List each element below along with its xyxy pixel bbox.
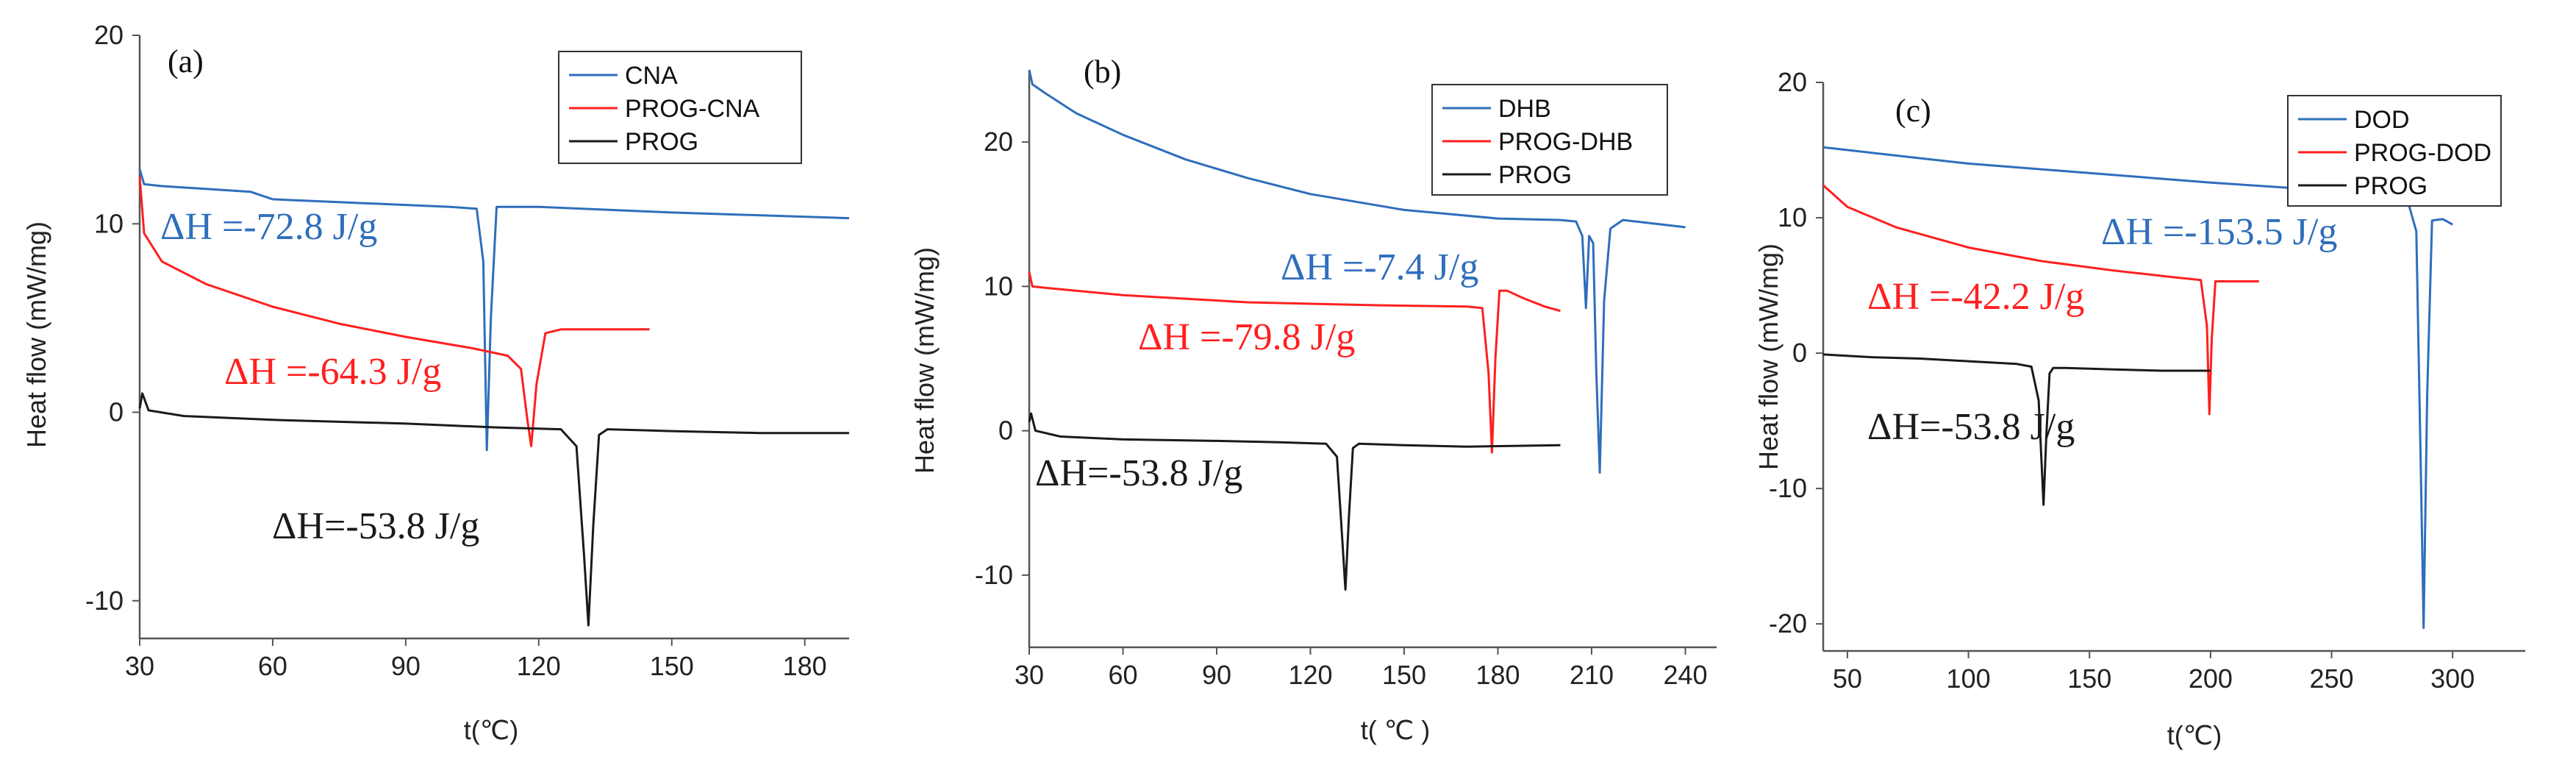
y-axis-title: Heat flow (mW/mg)	[909, 247, 940, 474]
y-tick-label: 0	[109, 397, 124, 427]
legend-box	[1431, 84, 1668, 196]
legend-entry: DHB	[1498, 95, 1551, 123]
series-line-prog	[138, 392, 849, 627]
x-tick-label: 150	[650, 651, 694, 681]
x-tick-label: 210	[1570, 660, 1614, 690]
panel-label: (b)	[1084, 54, 1121, 90]
x-tick-label: 250	[2310, 663, 2354, 694]
enthalpy-annotation: ΔH =-7.4 J/g	[1281, 246, 1478, 288]
y-axis-title: Heat flow (mW/mg)	[21, 221, 51, 448]
enthalpy-annotation: ΔH =-42.2 J/g	[1867, 276, 2084, 318]
x-tick-label: 150	[1382, 660, 1426, 690]
x-tick-label: 50	[1833, 663, 1862, 694]
y-tick-label: 10	[1778, 202, 1807, 232]
x-tick-label: 120	[517, 651, 561, 681]
y-tick-label: 0	[1792, 338, 1807, 368]
legend-entry: DOD	[2354, 106, 2410, 134]
series-line-prog-dod	[1822, 184, 2259, 416]
x-tick-label: 180	[783, 651, 827, 681]
enthalpy-annotation: ΔH =-72.8 J/g	[160, 206, 377, 248]
enthalpy-annotation: ΔH =-153.5 J/g	[2101, 211, 2337, 253]
chart-panel-1: 30 60 90 120 150 180 20 10 0 -10 t(℃) Heat flow (mW…	[21, 20, 850, 745]
legend: DHB PROG-DHB PROG	[1431, 84, 1668, 196]
legend-entry: PROG	[1498, 161, 1572, 189]
x-axis-title: t(℃)	[2167, 720, 2222, 750]
y-axis-title: Heat flow (mW/mg)	[1753, 243, 1783, 470]
chart-panel-2: 30 60 90 120 150 180 210 240 20 10 0 -10 t( ℃ ) Heat …	[909, 54, 1717, 745]
y-tick-label: -10	[1769, 473, 1807, 503]
legend-entry: PROG	[2354, 172, 2427, 200]
x-tick-label: 300	[2430, 663, 2475, 694]
x-tick-label: 30	[1015, 660, 1044, 690]
panel-label: (c)	[1895, 93, 1931, 129]
series-line-prog-dhb	[1028, 271, 1561, 454]
legend: CNA PROG-CNA PROG	[558, 51, 802, 164]
y-tick-label: 20	[1778, 67, 1807, 97]
x-tick-label: 150	[2067, 663, 2111, 694]
enthalpy-annotation: ΔH=-53.8 J/g	[1035, 452, 1242, 494]
legend-entry: PROG-DHB	[1498, 128, 1633, 156]
enthalpy-annotation: ΔH =-64.3 J/g	[224, 351, 441, 393]
series-line-prog-cna	[138, 177, 650, 448]
x-tick-label: 200	[2189, 663, 2233, 694]
legend-entry: PROG	[625, 128, 698, 156]
series-line-prog	[1028, 412, 1561, 591]
legend-entry: PROG-CNA	[625, 95, 760, 123]
x-tick-label: 100	[1947, 663, 1991, 694]
x-tick-label: 180	[1475, 660, 1520, 690]
y-tick-label: 0	[998, 416, 1013, 446]
x-tick-label: 90	[391, 651, 421, 681]
x-tick-label: 240	[1663, 660, 1707, 690]
y-tick-label: -10	[975, 560, 1013, 590]
x-tick-label: 60	[258, 651, 287, 681]
y-tick-label: -10	[85, 585, 124, 616]
x-axis-title: t( ℃ )	[1361, 715, 1430, 745]
legend: DOD PROG-DOD PROG	[2287, 95, 2502, 207]
series-line-cna	[138, 168, 850, 452]
y-tick-label: 20	[94, 20, 124, 50]
x-tick-label: 90	[1202, 660, 1231, 690]
x-tick-label: 30	[125, 651, 154, 681]
x-axis-title: t(℃)	[464, 715, 518, 745]
legend-entry: PROG-DOD	[2354, 139, 2491, 167]
y-tick-label: 10	[984, 271, 1013, 301]
panel-label: (a)	[168, 43, 204, 79]
enthalpy-annotation: ΔH=-53.8 J/g	[1867, 406, 2075, 448]
legend-box	[2287, 95, 2502, 207]
x-tick-label: 60	[1108, 660, 1137, 690]
series-line-prog	[1822, 353, 2211, 506]
enthalpy-annotation: ΔH=-53.8 J/g	[272, 505, 479, 547]
y-tick-label: -20	[1769, 608, 1807, 638]
x-tick-label: 120	[1288, 660, 1332, 690]
enthalpy-annotation: ΔH =-79.8 J/g	[1138, 316, 1355, 358]
series-line-dhb	[1028, 69, 1686, 474]
legend-entry: CNA	[625, 62, 678, 90]
y-tick-label: 20	[984, 127, 1013, 157]
y-tick-label: 10	[94, 208, 124, 238]
